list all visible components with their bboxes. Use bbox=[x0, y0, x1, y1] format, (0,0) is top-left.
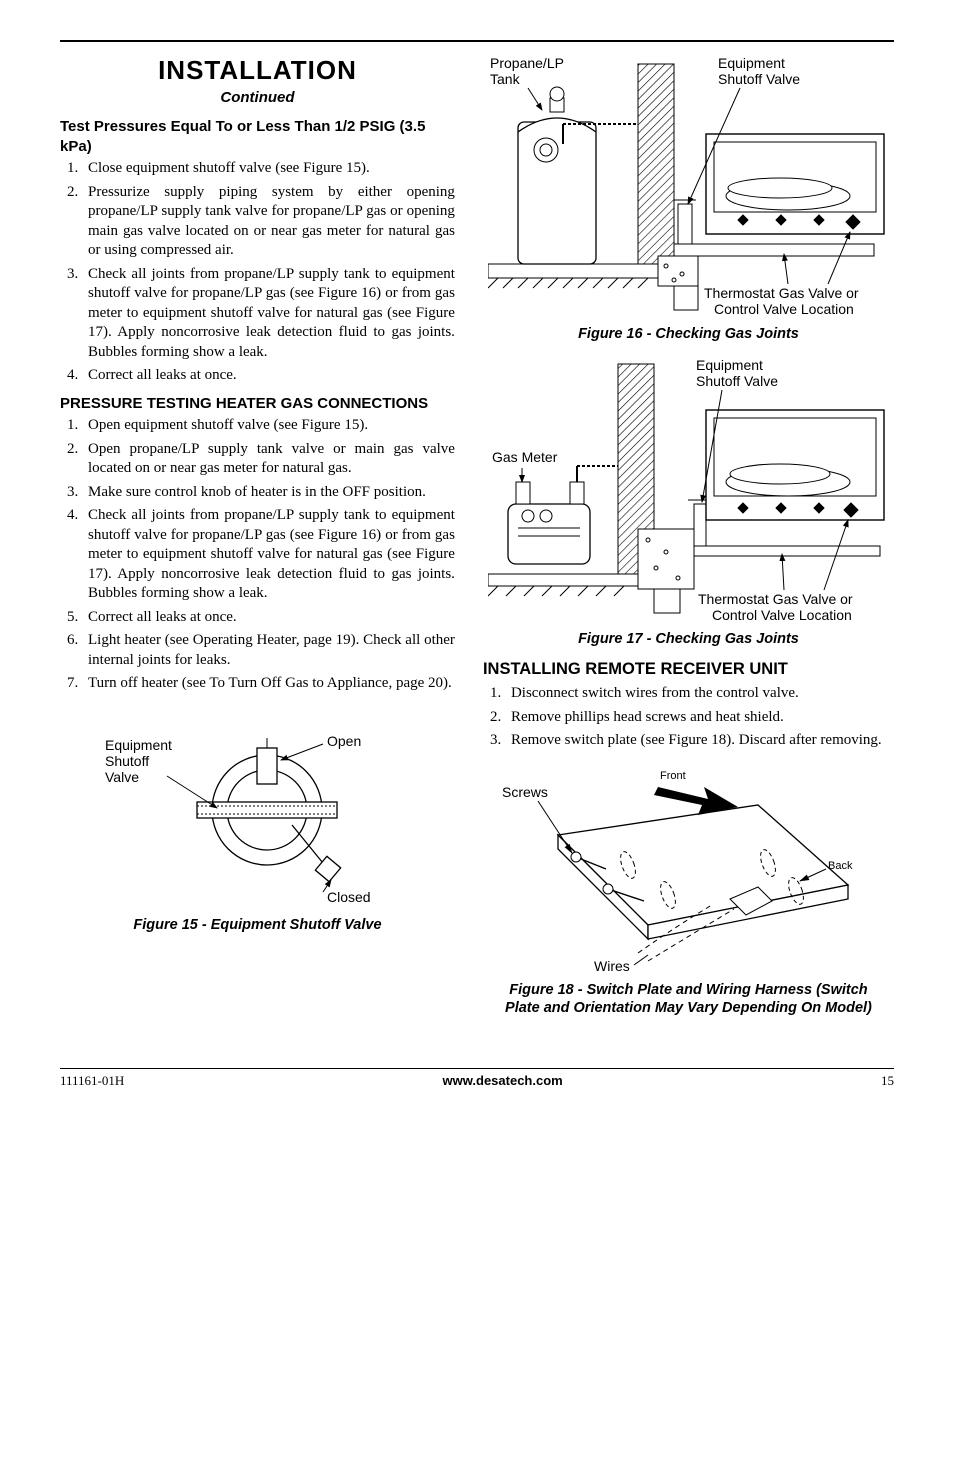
fig15-label-open: Open bbox=[327, 733, 361, 749]
footer-page-number: 15 bbox=[881, 1073, 894, 1090]
content-columns: INSTALLATION Continued Test Pressures Eq… bbox=[60, 54, 894, 1028]
svg-text:Thermostat Gas Valve or: Thermostat Gas Valve or bbox=[698, 591, 853, 607]
footer-url: www.desatech.com bbox=[443, 1073, 563, 1090]
fig18-label-screws: Screws bbox=[502, 784, 548, 800]
fig15-label-closed: Closed bbox=[327, 889, 371, 905]
continued-label: Continued bbox=[60, 88, 455, 108]
svg-text:Thermostat Gas Valve or: Thermostat Gas Valve or bbox=[704, 285, 859, 301]
list-item: Turn off heater (see To Turn Off Gas to … bbox=[82, 674, 455, 694]
fig17-label-gas-meter: Gas Meter bbox=[492, 449, 558, 465]
svg-text:Shutoff Valve: Shutoff Valve bbox=[696, 373, 778, 389]
left-column: INSTALLATION Continued Test Pressures Eq… bbox=[60, 54, 455, 1028]
list-item: Disconnect switch wires from the control… bbox=[505, 684, 894, 704]
list-item: Light heater (see Operating Heater, page… bbox=[82, 631, 455, 670]
top-rule bbox=[60, 40, 894, 42]
section-title: INSTALLATION bbox=[60, 54, 455, 88]
subhead-pressure-testing: PRESSURE TESTING HEATER GAS CONNECTIONS bbox=[60, 394, 455, 414]
list-item: Pressurize supply piping system by eithe… bbox=[82, 183, 455, 261]
svg-text:Propane/LP: Propane/LP bbox=[490, 55, 564, 71]
list-installing-remote: Disconnect switch wires from the control… bbox=[483, 684, 894, 751]
figure-18: Screws Front Back Wires bbox=[483, 765, 894, 975]
fig15-label-esv: Equipment bbox=[105, 737, 172, 753]
figure-17: Equipment Shutoff Valve Gas Meter Thermo… bbox=[483, 354, 894, 624]
list-item: Correct all leaks at once. bbox=[82, 608, 455, 628]
footer-doc-id: 111161-01H bbox=[60, 1073, 124, 1090]
right-column: Propane/LP Tank Equipment Shutoff Valve … bbox=[483, 54, 894, 1028]
svg-text:Equipment: Equipment bbox=[696, 357, 763, 373]
fig17-caption: Figure 17 - Checking Gas Joints bbox=[483, 630, 894, 649]
svg-text:Control Valve Location: Control Valve Location bbox=[714, 301, 854, 317]
list-item: Make sure control knob of heater is in t… bbox=[82, 483, 455, 503]
fig18-label-front: Front bbox=[660, 770, 686, 782]
fig16-caption: Figure 16 - Checking Gas Joints bbox=[483, 325, 894, 344]
subhead-installing-remote: INSTALLING REMOTE RECEIVER UNIT bbox=[483, 659, 894, 680]
subhead-test-pressures: Test Pressures Equal To or Less Than 1/2… bbox=[60, 117, 455, 156]
list-item: Close equipment shutoff valve (see Figur… bbox=[82, 159, 455, 179]
svg-text:Shutoff Valve: Shutoff Valve bbox=[718, 71, 800, 87]
list-test-pressures: Close equipment shutoff valve (see Figur… bbox=[60, 159, 455, 386]
list-item: Correct all leaks at once. bbox=[82, 366, 455, 386]
list-item: Open equipment shutoff valve (see Figure… bbox=[82, 416, 455, 436]
list-item: Open propane/LP supply tank valve or mai… bbox=[82, 440, 455, 479]
page-footer: 111161-01H www.desatech.com 15 bbox=[60, 1068, 894, 1090]
fig15-caption: Figure 15 - Equipment Shutoff Valve bbox=[60, 916, 455, 935]
fig18-label-wires: Wires bbox=[594, 958, 630, 974]
fig18-caption: Figure 18 - Switch Plate and Wiring Harn… bbox=[483, 981, 894, 1019]
svg-text:Valve: Valve bbox=[105, 769, 139, 785]
svg-text:Tank: Tank bbox=[490, 71, 521, 87]
figure-15: Equipment Shutoff Valve Open Closed bbox=[60, 710, 455, 910]
list-pressure-testing: Open equipment shutoff valve (see Figure… bbox=[60, 416, 455, 694]
fig18-label-back: Back bbox=[828, 860, 853, 872]
list-item: Remove phillips head screws and heat shi… bbox=[505, 708, 894, 728]
list-item: Check all joints from propane/LP supply … bbox=[82, 506, 455, 604]
svg-text:Shutoff: Shutoff bbox=[105, 753, 149, 769]
figure-16: Propane/LP Tank Equipment Shutoff Valve … bbox=[483, 54, 894, 319]
list-item: Check all joints from propane/LP supply … bbox=[82, 265, 455, 363]
list-item: Remove switch plate (see Figure 18). Dis… bbox=[505, 731, 894, 751]
svg-text:Control Valve Location: Control Valve Location bbox=[712, 607, 852, 623]
svg-text:Equipment: Equipment bbox=[718, 55, 785, 71]
